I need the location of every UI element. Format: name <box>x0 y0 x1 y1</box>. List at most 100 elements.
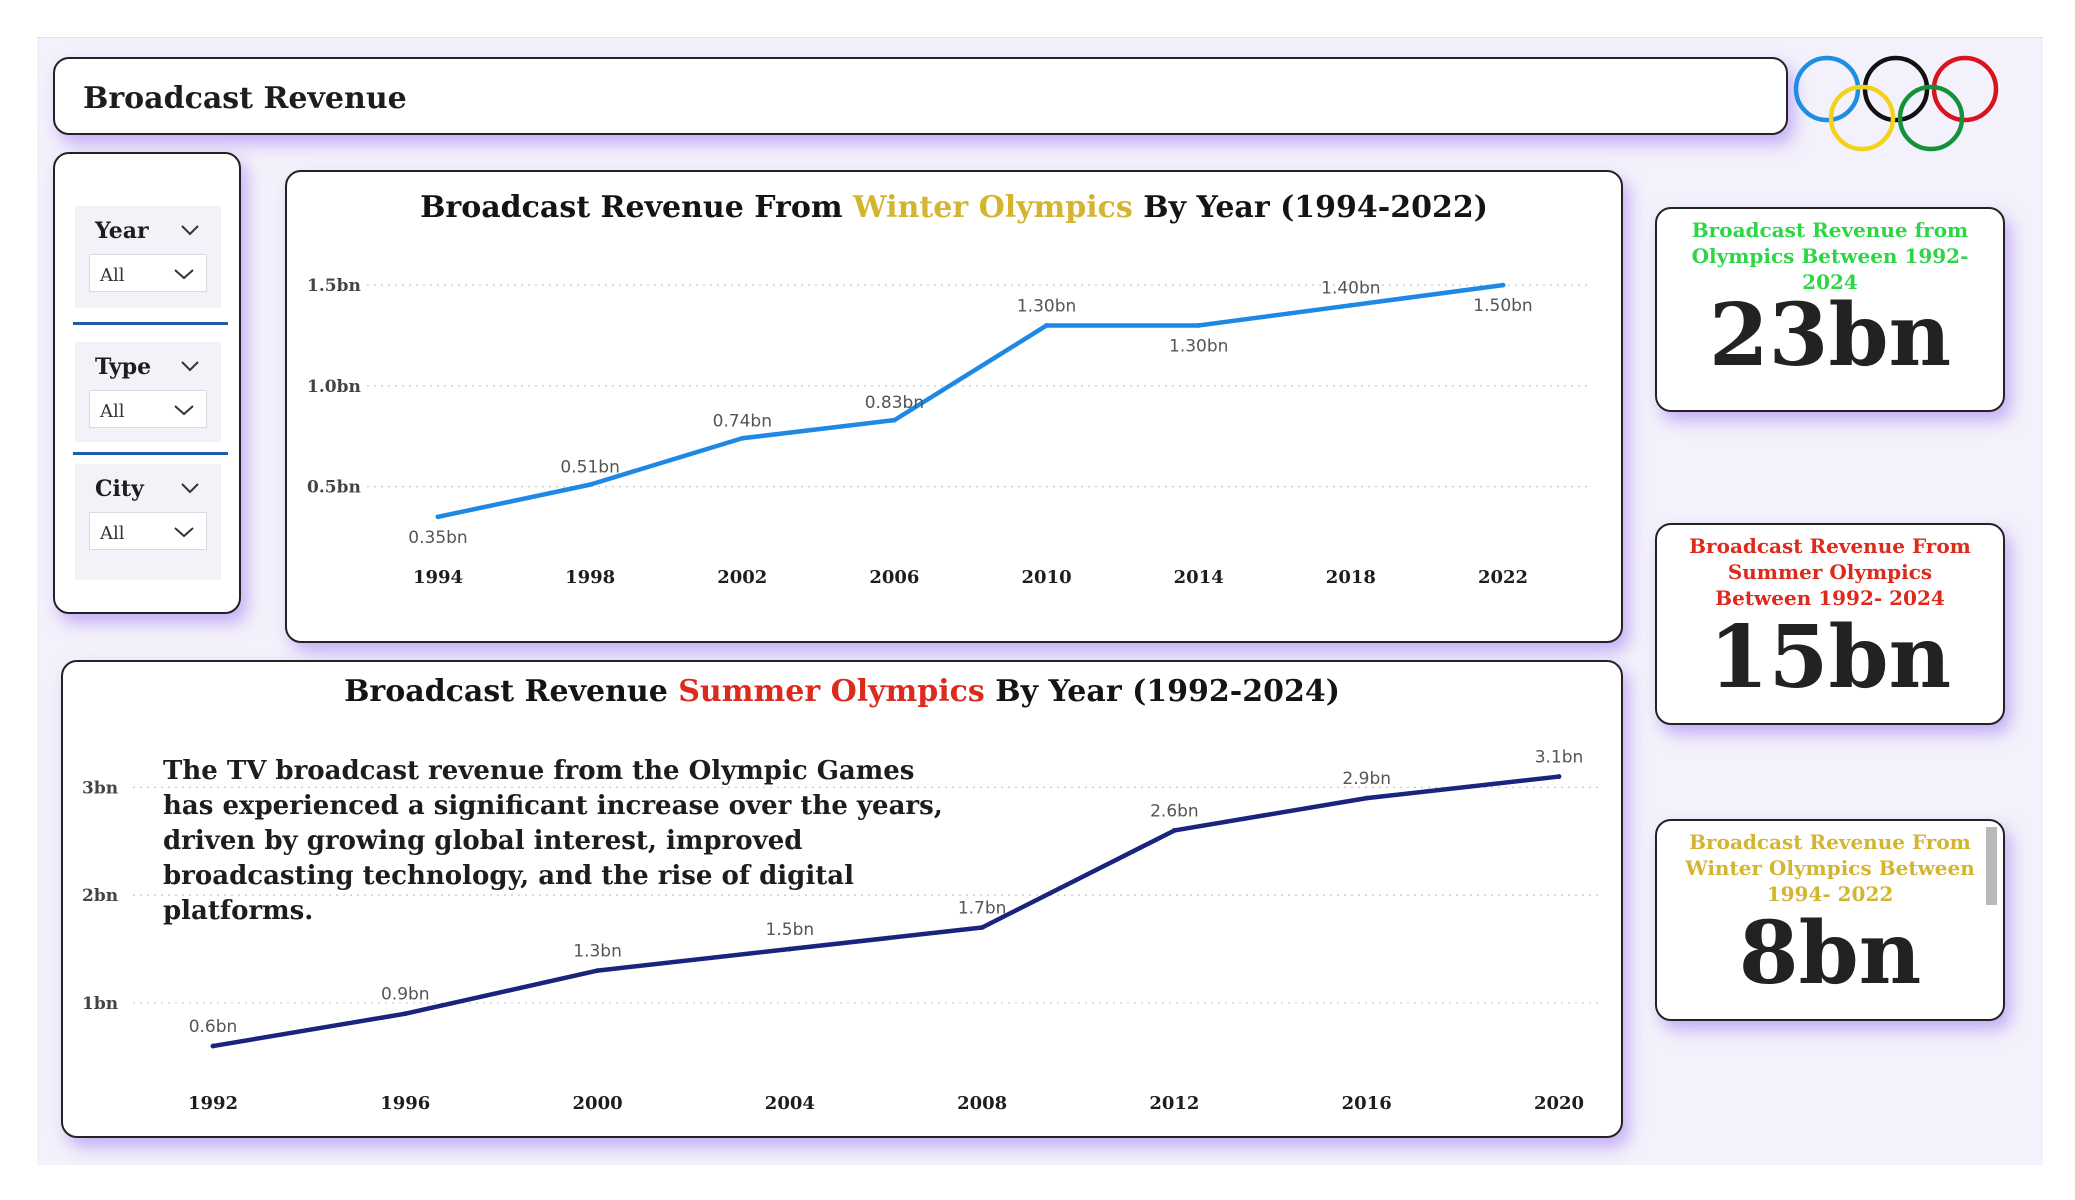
kpi-winter-card: Broadcast Revenue From Winter Olympics B… <box>1655 819 2005 1021</box>
data-point <box>1364 795 1370 801</box>
kpi-total-title: Broadcast Revenue from Olympics Between … <box>1691 218 1969 294</box>
chevron-down-icon <box>174 269 194 280</box>
kpi-total-card: Broadcast Revenue from Olympics Between … <box>1655 207 2005 412</box>
data-label: 1.30bn <box>1017 296 1076 316</box>
y-tick-label: 2bn <box>82 886 118 906</box>
kpi-winter-value: 8bn <box>1738 903 1922 1004</box>
x-tick-label: 2002 <box>717 567 767 588</box>
y-tick-label: 3bn <box>82 778 118 798</box>
x-tick-label: 2006 <box>869 567 919 588</box>
data-label: 0.6bn <box>189 1017 238 1037</box>
scrollbar[interactable] <box>1986 827 1997 905</box>
chart-narrative: The TV broadcast revenue from the Olympi… <box>163 756 943 926</box>
data-label: 0.74bn <box>713 411 772 431</box>
x-tick-label: 2016 <box>1342 1093 1392 1114</box>
winter-line-chart: 0.5bn 1.0bn 1.5bn 0.35bn 1994 0.51bn 1998 0.74b… <box>307 276 1592 588</box>
y-tick-label: 1.5bn <box>307 276 361 296</box>
data-label: 0.35bn <box>408 528 467 548</box>
x-tick-label: 2000 <box>573 1093 623 1114</box>
type-dropdown[interactable]: All <box>89 390 207 428</box>
summer-line-chart: 1bn 2bn 3bn 0.6bn 1992 0.9bn 1996 1.3bn 2000 1.5b… <box>82 748 1598 1114</box>
data-point <box>1044 323 1049 328</box>
data-point <box>787 946 793 952</box>
y-tick-label: 0.5bn <box>307 478 361 498</box>
year-slicer-label: Year <box>95 218 149 244</box>
type-slicer-label: Type <box>95 354 152 380</box>
data-label: 0.51bn <box>560 458 619 478</box>
data-label: 0.9bn <box>381 985 430 1005</box>
data-point <box>1196 323 1202 328</box>
chevron-down-icon[interactable] <box>181 482 199 494</box>
x-tick-label: 2004 <box>765 1093 815 1114</box>
summer-chart-title: Broadcast Revenue Summer Olympics By Yea… <box>63 674 1621 709</box>
data-point <box>402 1011 408 1017</box>
data-label: 3.1bn <box>1535 748 1584 768</box>
data-point <box>1556 774 1562 779</box>
data-point <box>739 435 745 441</box>
summer-title-suffix: By Year (1992-2024) <box>984 674 1340 709</box>
data-point <box>1172 828 1177 833</box>
data-point <box>435 514 441 520</box>
winter-chart-title: Broadcast Revenue From Winter Olympics B… <box>287 190 1621 225</box>
data-label: 1.7bn <box>958 898 1007 918</box>
series-line <box>435 282 1506 520</box>
chevron-down-icon[interactable] <box>181 360 199 372</box>
summer-chart-card: Broadcast Revenue Summer Olympics By Yea… <box>61 660 1623 1138</box>
data-label: 1.30bn <box>1169 336 1228 356</box>
data-label: 1.40bn <box>1321 278 1380 298</box>
x-tick-label: 2020 <box>1534 1093 1584 1114</box>
data-point <box>892 417 897 423</box>
x-tick-label: 2014 <box>1174 567 1224 588</box>
data-point <box>1348 302 1354 308</box>
x-tick-label: 1992 <box>188 1093 238 1114</box>
data-point <box>1500 282 1506 288</box>
winter-title-prefix: Broadcast Revenue From <box>420 190 854 225</box>
data-label: 2.6bn <box>1150 801 1199 821</box>
summer-title-prefix: Broadcast Revenue <box>344 674 679 709</box>
olympic-rings-icon <box>1790 52 2005 152</box>
type-slicer[interactable]: Type All <box>75 342 221 442</box>
divider <box>73 322 228 325</box>
city-slicer-label: City <box>95 476 144 502</box>
x-tick-label: 2010 <box>1022 567 1072 588</box>
city-slicer[interactable]: City All <box>75 464 221 580</box>
data-label: 1.3bn <box>573 942 622 962</box>
data-point <box>587 482 593 488</box>
series-line <box>210 774 1562 1049</box>
x-tick-label: 2012 <box>1149 1093 1199 1114</box>
chevron-down-icon[interactable] <box>181 224 199 236</box>
data-label: 0.83bn <box>865 393 924 413</box>
winter-title-suffix: By Year (1994-2022) <box>1132 190 1488 225</box>
year-dropdown-value: All <box>100 265 125 286</box>
type-dropdown-value: All <box>100 401 125 422</box>
data-point <box>210 1043 216 1049</box>
kpi-summer-card: Broadcast Revenue From Summer Olympics B… <box>1655 523 2005 725</box>
city-dropdown[interactable]: All <box>89 512 207 550</box>
year-dropdown[interactable]: All <box>89 254 207 292</box>
kpi-total-value: 23bn <box>1708 285 1952 386</box>
x-tick-label: 1994 <box>413 567 463 588</box>
x-tick-label: 2022 <box>1478 567 1528 588</box>
y-tick-label: 1bn <box>82 994 118 1014</box>
x-tick-label: 1998 <box>565 567 615 588</box>
data-label: 1.5bn <box>766 920 815 940</box>
filter-panel: Year All Type All City All <box>53 152 241 614</box>
kpi-summer-title: Broadcast Revenue From Summer Olympics B… <box>1689 534 1971 610</box>
chevron-down-icon <box>174 405 194 416</box>
x-tick-label: 2018 <box>1326 567 1376 588</box>
year-slicer[interactable]: Year All <box>75 206 221 308</box>
winter-title-highlight: Winter Olympics <box>853 190 1133 225</box>
kpi-winter-title: Broadcast Revenue From Winter Olympics B… <box>1685 830 1975 906</box>
x-tick-label: 1996 <box>380 1093 430 1114</box>
city-dropdown-value: All <box>100 523 125 544</box>
data-point <box>979 925 985 930</box>
data-label: 1.50bn <box>1473 296 1532 316</box>
data-point <box>595 968 600 973</box>
chevron-down-icon <box>174 527 194 538</box>
winter-chart-card: Broadcast Revenue From Winter Olympics B… <box>285 170 1623 643</box>
divider <box>73 452 228 455</box>
x-tick-label: 2008 <box>957 1093 1007 1114</box>
y-tick-label: 1.0bn <box>307 377 361 397</box>
data-label: 2.9bn <box>1342 769 1391 789</box>
kpi-summer-value: 15bn <box>1708 607 1952 708</box>
